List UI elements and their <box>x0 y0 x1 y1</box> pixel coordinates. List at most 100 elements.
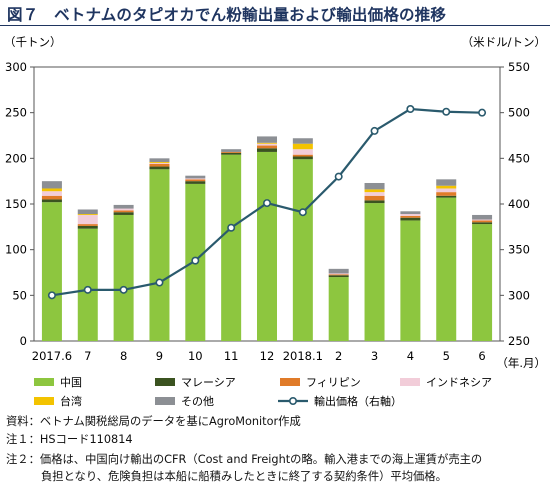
bar-segment <box>221 152 242 155</box>
bar-segment <box>400 214 421 216</box>
legend-swatch <box>34 378 54 386</box>
price-point <box>370 126 379 135</box>
y2-tick-label: 350 <box>508 243 530 257</box>
bar-segment <box>257 151 277 341</box>
x-tick-label: 7 <box>84 349 91 363</box>
bar-segment <box>257 142 277 144</box>
bar-segment <box>257 145 277 149</box>
legend-marker <box>288 396 297 405</box>
bar-segment <box>364 203 385 341</box>
y-tick-label: 50 <box>12 288 27 302</box>
bar-segment <box>149 163 170 167</box>
y2-tick-label: 550 <box>508 60 530 74</box>
bar-segment <box>41 181 62 189</box>
bar-segment <box>185 181 206 184</box>
price-point <box>262 199 271 208</box>
bar-segment <box>436 197 457 341</box>
bar-segment <box>436 179 457 186</box>
bar-segment <box>472 220 493 223</box>
bar-segment <box>113 214 134 341</box>
bar-segment <box>149 158 170 162</box>
x-tick-label: 2017.6 <box>32 349 72 363</box>
bar-segment <box>364 182 385 190</box>
y-tick-label: 250 <box>5 106 27 120</box>
price-point <box>155 278 164 287</box>
bar-segment <box>292 138 313 144</box>
x-tick-label: 2 <box>335 349 342 363</box>
bars <box>41 136 493 341</box>
y2-tick-label: 400 <box>508 197 530 211</box>
bar-segment <box>77 224 98 226</box>
price-point <box>191 256 200 265</box>
bar-segment <box>77 228 98 341</box>
price-point <box>119 285 128 294</box>
price-line <box>47 105 487 300</box>
bar-segment <box>292 154 313 157</box>
legend-label: 輸出価格（右軸） <box>314 394 402 408</box>
page-title: 図７ ベトナムのタピオカでん粉輸出量および輸出価格の推移 <box>7 6 447 24</box>
bar-segment <box>257 143 277 146</box>
note-label: 注２： <box>6 453 40 466</box>
bar-segment <box>472 224 493 341</box>
legend-swatch <box>400 378 420 386</box>
note-1: 注１：HSコード110814 <box>6 431 133 448</box>
bar-segment <box>400 220 421 341</box>
x-tick-label: 9 <box>156 349 163 363</box>
bar-segment <box>221 151 242 153</box>
bar-segment <box>292 149 313 155</box>
x-tick-label: 10 <box>188 349 203 363</box>
bar-segment <box>328 275 349 278</box>
bar-segment <box>436 195 457 198</box>
bar-segment <box>436 192 457 196</box>
bar-segment <box>472 214 493 220</box>
bar-segment <box>77 209 98 215</box>
bar-segment <box>149 162 170 164</box>
bar-segment <box>364 195 385 201</box>
bar-segment <box>257 136 277 143</box>
bar-segment <box>400 215 421 218</box>
bar-segment <box>77 214 98 215</box>
bar-segment <box>257 148 277 152</box>
bar-segment <box>41 188 62 192</box>
bar-segment <box>328 268 349 274</box>
title-rule <box>0 25 550 26</box>
x-tick-label: 5 <box>443 349 450 363</box>
price-point <box>406 105 415 114</box>
bar-segment <box>41 195 62 200</box>
x-tick-label: 6 <box>478 349 485 363</box>
price-point <box>83 285 92 294</box>
bar-segment <box>221 149 242 152</box>
x-tick-label: 2018.1 <box>283 349 323 363</box>
bar-segment <box>328 277 349 341</box>
bar-segment <box>149 169 170 341</box>
note-source: 資料：ベトナム関税総局のデータを基にAgroMonitor作成 <box>6 413 301 430</box>
note-text: HSコード110814 <box>39 433 133 446</box>
x-tick-label: 8 <box>120 349 127 363</box>
bar-segment <box>77 225 98 229</box>
axes: 0 50 100 150 200 250 300 250 300 350 400 450 500 550 2… <box>4 35 546 370</box>
note-2: 注２：価格は、中国向け輸出のCFR（Cost and Freightの略。輸入港… <box>6 451 482 468</box>
bar-segment <box>328 273 349 275</box>
y2-tick-label: 300 <box>508 288 530 302</box>
note-label: 注１： <box>6 433 40 446</box>
bar-segment <box>41 202 62 341</box>
x-tick-label: 3 <box>371 349 378 363</box>
bar-segment <box>113 210 134 213</box>
legend-swatch <box>155 397 175 405</box>
bar-segment <box>472 219 493 221</box>
bar-segment <box>41 191 62 196</box>
legend-label: インドネシア <box>426 376 492 389</box>
bar-segment <box>292 143 313 150</box>
bar-segment <box>185 175 206 179</box>
bar-segment <box>185 179 206 182</box>
note-text: 負担となり、危険負担は本船に船積みしたときに終了する契約条件）平均価格。 <box>41 470 447 483</box>
price-point <box>442 107 451 116</box>
price-point <box>227 223 236 232</box>
bar-segment <box>221 154 242 341</box>
bar-segment <box>113 208 134 211</box>
note-text: 価格は、中国向け輸出のCFR（Cost and Freightの略。輸入港までの… <box>39 453 483 466</box>
y-tick-label: 150 <box>5 197 27 211</box>
y2-tick-label: 500 <box>508 106 530 120</box>
